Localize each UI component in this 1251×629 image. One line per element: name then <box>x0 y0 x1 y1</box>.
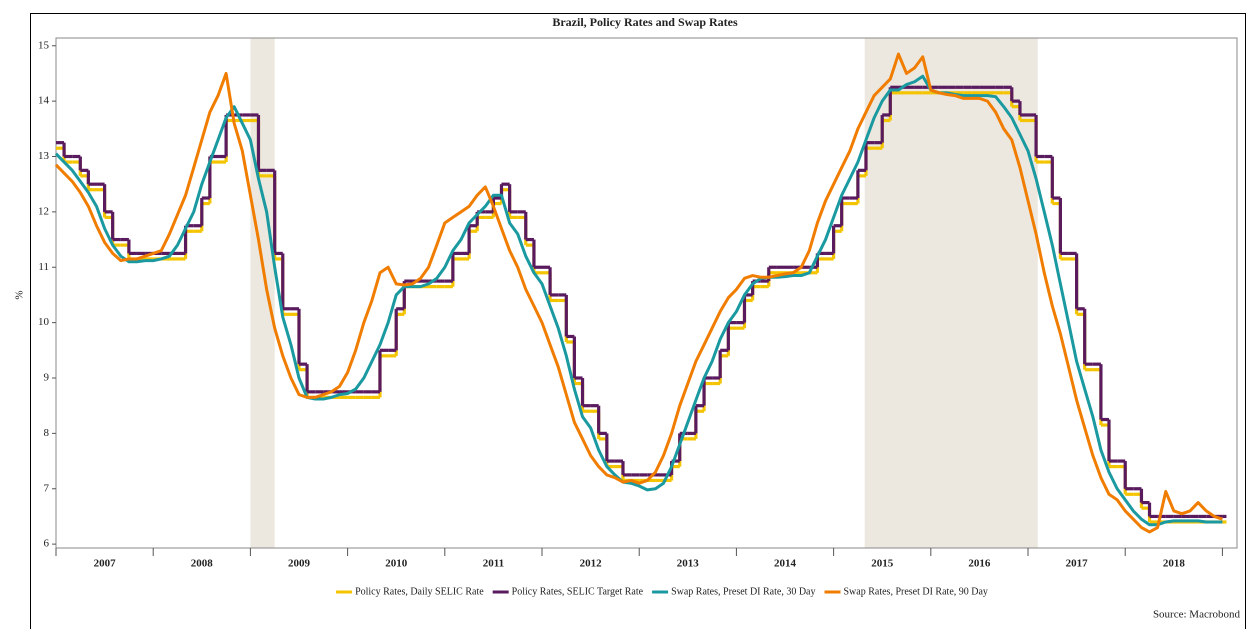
y-tick-label: 15 <box>38 39 50 51</box>
legend: Policy Rates, Daily SELIC Rate Policy Rat… <box>336 586 988 597</box>
x-tick-label: 2017 <box>1066 558 1089 570</box>
y-tick-label: 12 <box>38 205 49 217</box>
y-tick-label: 10 <box>38 316 50 328</box>
x-tick-label: 2010 <box>385 558 408 570</box>
x-tick-label: 2008 <box>191 558 214 570</box>
chart-border <box>30 13 1246 629</box>
y-tick-label: 13 <box>38 150 50 162</box>
x-tick-label: 2015 <box>871 558 894 570</box>
x-tick-label: 2014 <box>774 558 797 570</box>
y-tick-label: 7 <box>44 482 50 494</box>
x-tick-label: 2009 <box>288 558 311 570</box>
x-tick-label: 2016 <box>968 558 991 570</box>
y-tick-label: 9 <box>44 372 50 384</box>
legend-label: Swap Rates, Preset DI Rate, 90 Day <box>844 586 988 597</box>
x-tick-label: 2012 <box>580 558 603 570</box>
x-tick-label: 2007 <box>94 558 117 570</box>
x-tick-label: 2011 <box>483 558 504 570</box>
x-tick-label: 2013 <box>677 558 700 570</box>
series <box>54 52 1223 534</box>
y-tick-label: 11 <box>38 261 49 273</box>
series <box>54 74 1223 527</box>
source: Source: Macrobond <box>1153 609 1241 621</box>
y-tick-label: 8 <box>44 427 50 439</box>
shaded-region <box>864 38 1038 548</box>
legend-label: Policy Rates, Daily SELIC Rate <box>355 586 484 597</box>
y-axis-label: % <box>14 290 26 299</box>
shaded-region <box>250 38 275 548</box>
legend-label: Policy Rates, SELIC Target Rate <box>512 586 644 597</box>
y-tick-label: 6 <box>44 538 50 550</box>
series-line <box>54 74 1223 527</box>
y-tick-label: 14 <box>38 95 50 107</box>
series-line <box>54 52 1223 534</box>
plot-frame <box>55 37 1238 549</box>
series <box>56 85 1227 519</box>
x-tick-label: 2018 <box>1163 558 1186 570</box>
legend-label: Swap Rates, Preset DI Rate, 30 Day <box>671 586 815 597</box>
chart-title: Brazil, Policy Rates and Swap Rates <box>552 15 738 29</box>
